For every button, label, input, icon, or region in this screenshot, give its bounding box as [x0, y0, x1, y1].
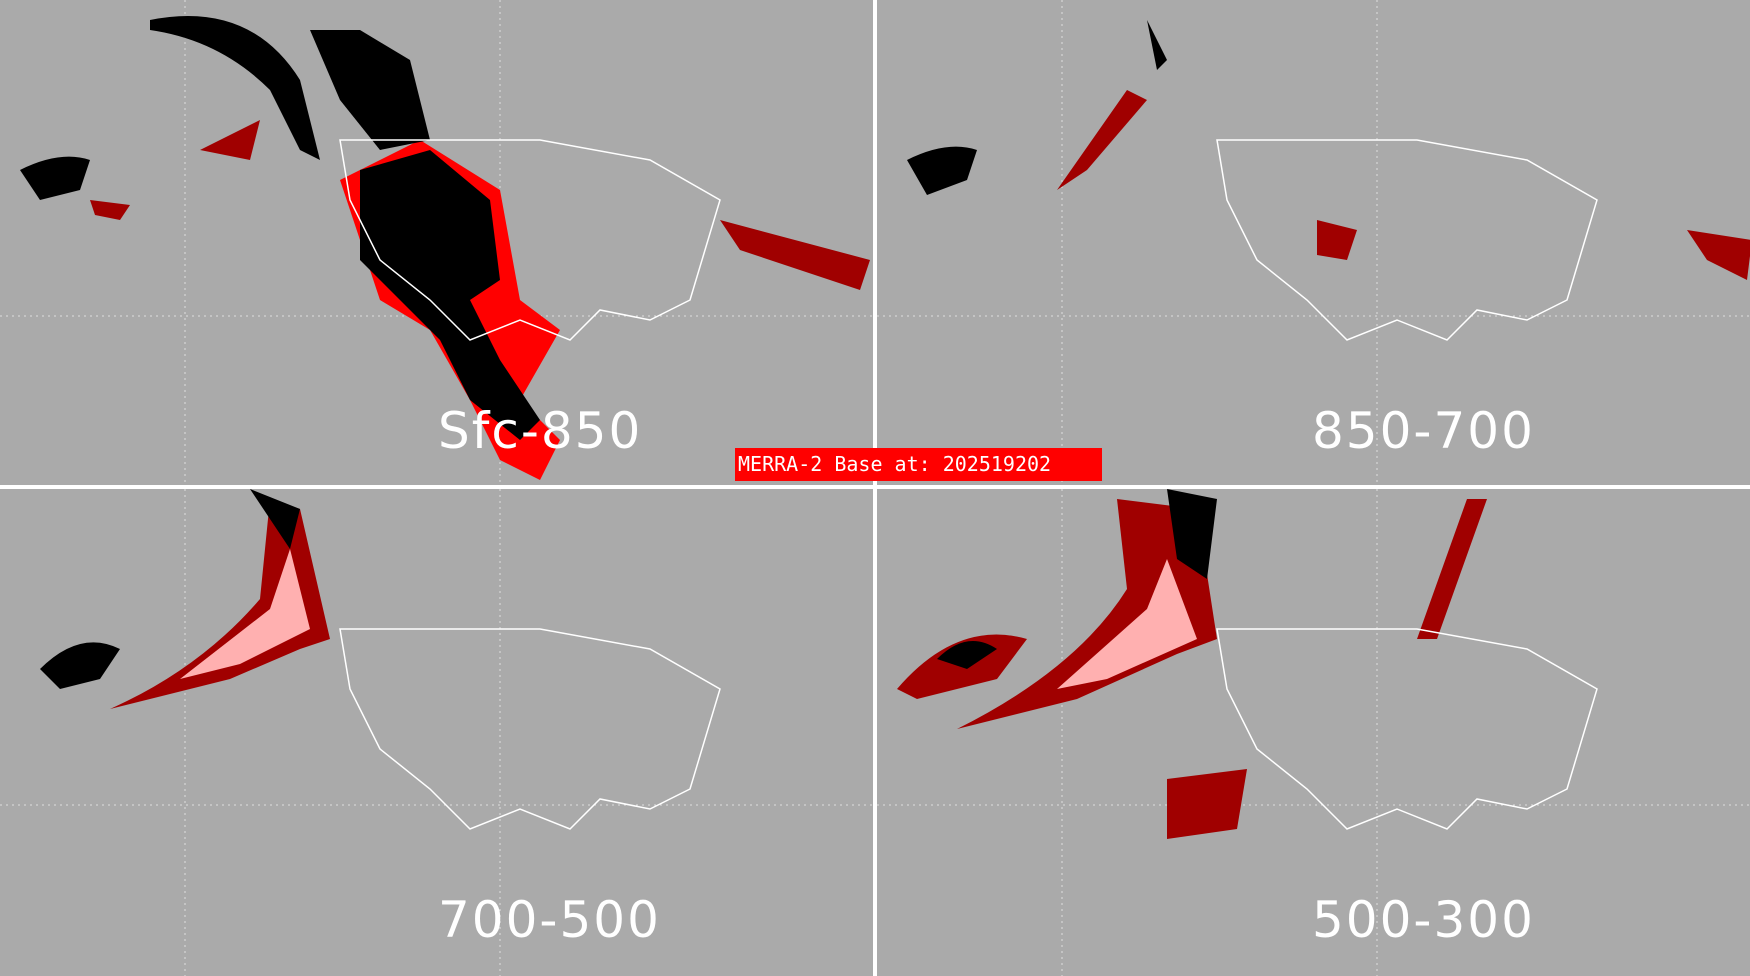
coastline	[339, 139, 721, 341]
panel-label: Sfc-850	[438, 402, 643, 460]
coastline	[339, 628, 721, 830]
black-region	[40, 489, 300, 689]
map-700-500	[0, 489, 875, 976]
panel-700-500: 700-500	[0, 489, 875, 976]
map-850-700	[877, 0, 1750, 487]
panel-500-300: 500-300	[877, 489, 1750, 976]
black-region	[937, 489, 1217, 669]
panel-label: 700-500	[438, 891, 661, 949]
panel-850-700: 850-700	[877, 0, 1750, 487]
black-region	[310, 30, 430, 150]
red-region	[1057, 90, 1750, 280]
panel-sfc-850: Sfc-850	[0, 0, 875, 487]
coastline	[1216, 139, 1598, 341]
map-500-300	[877, 489, 1750, 976]
pink-region	[180, 549, 310, 679]
base-time-banner: MERRA-2 Base at: 202519202	[735, 448, 1102, 481]
panel-label: 500-300	[1312, 891, 1535, 949]
black-region	[360, 150, 540, 440]
horizontal-divider	[0, 485, 1750, 489]
pink-region	[1057, 559, 1197, 689]
red-region	[150, 16, 320, 160]
darkred-region	[110, 499, 330, 709]
map-sfc-850	[0, 0, 875, 487]
panel-label: 850-700	[1312, 402, 1535, 460]
coastline	[1216, 628, 1598, 830]
black-region	[20, 156, 90, 200]
black-region	[907, 20, 1167, 195]
